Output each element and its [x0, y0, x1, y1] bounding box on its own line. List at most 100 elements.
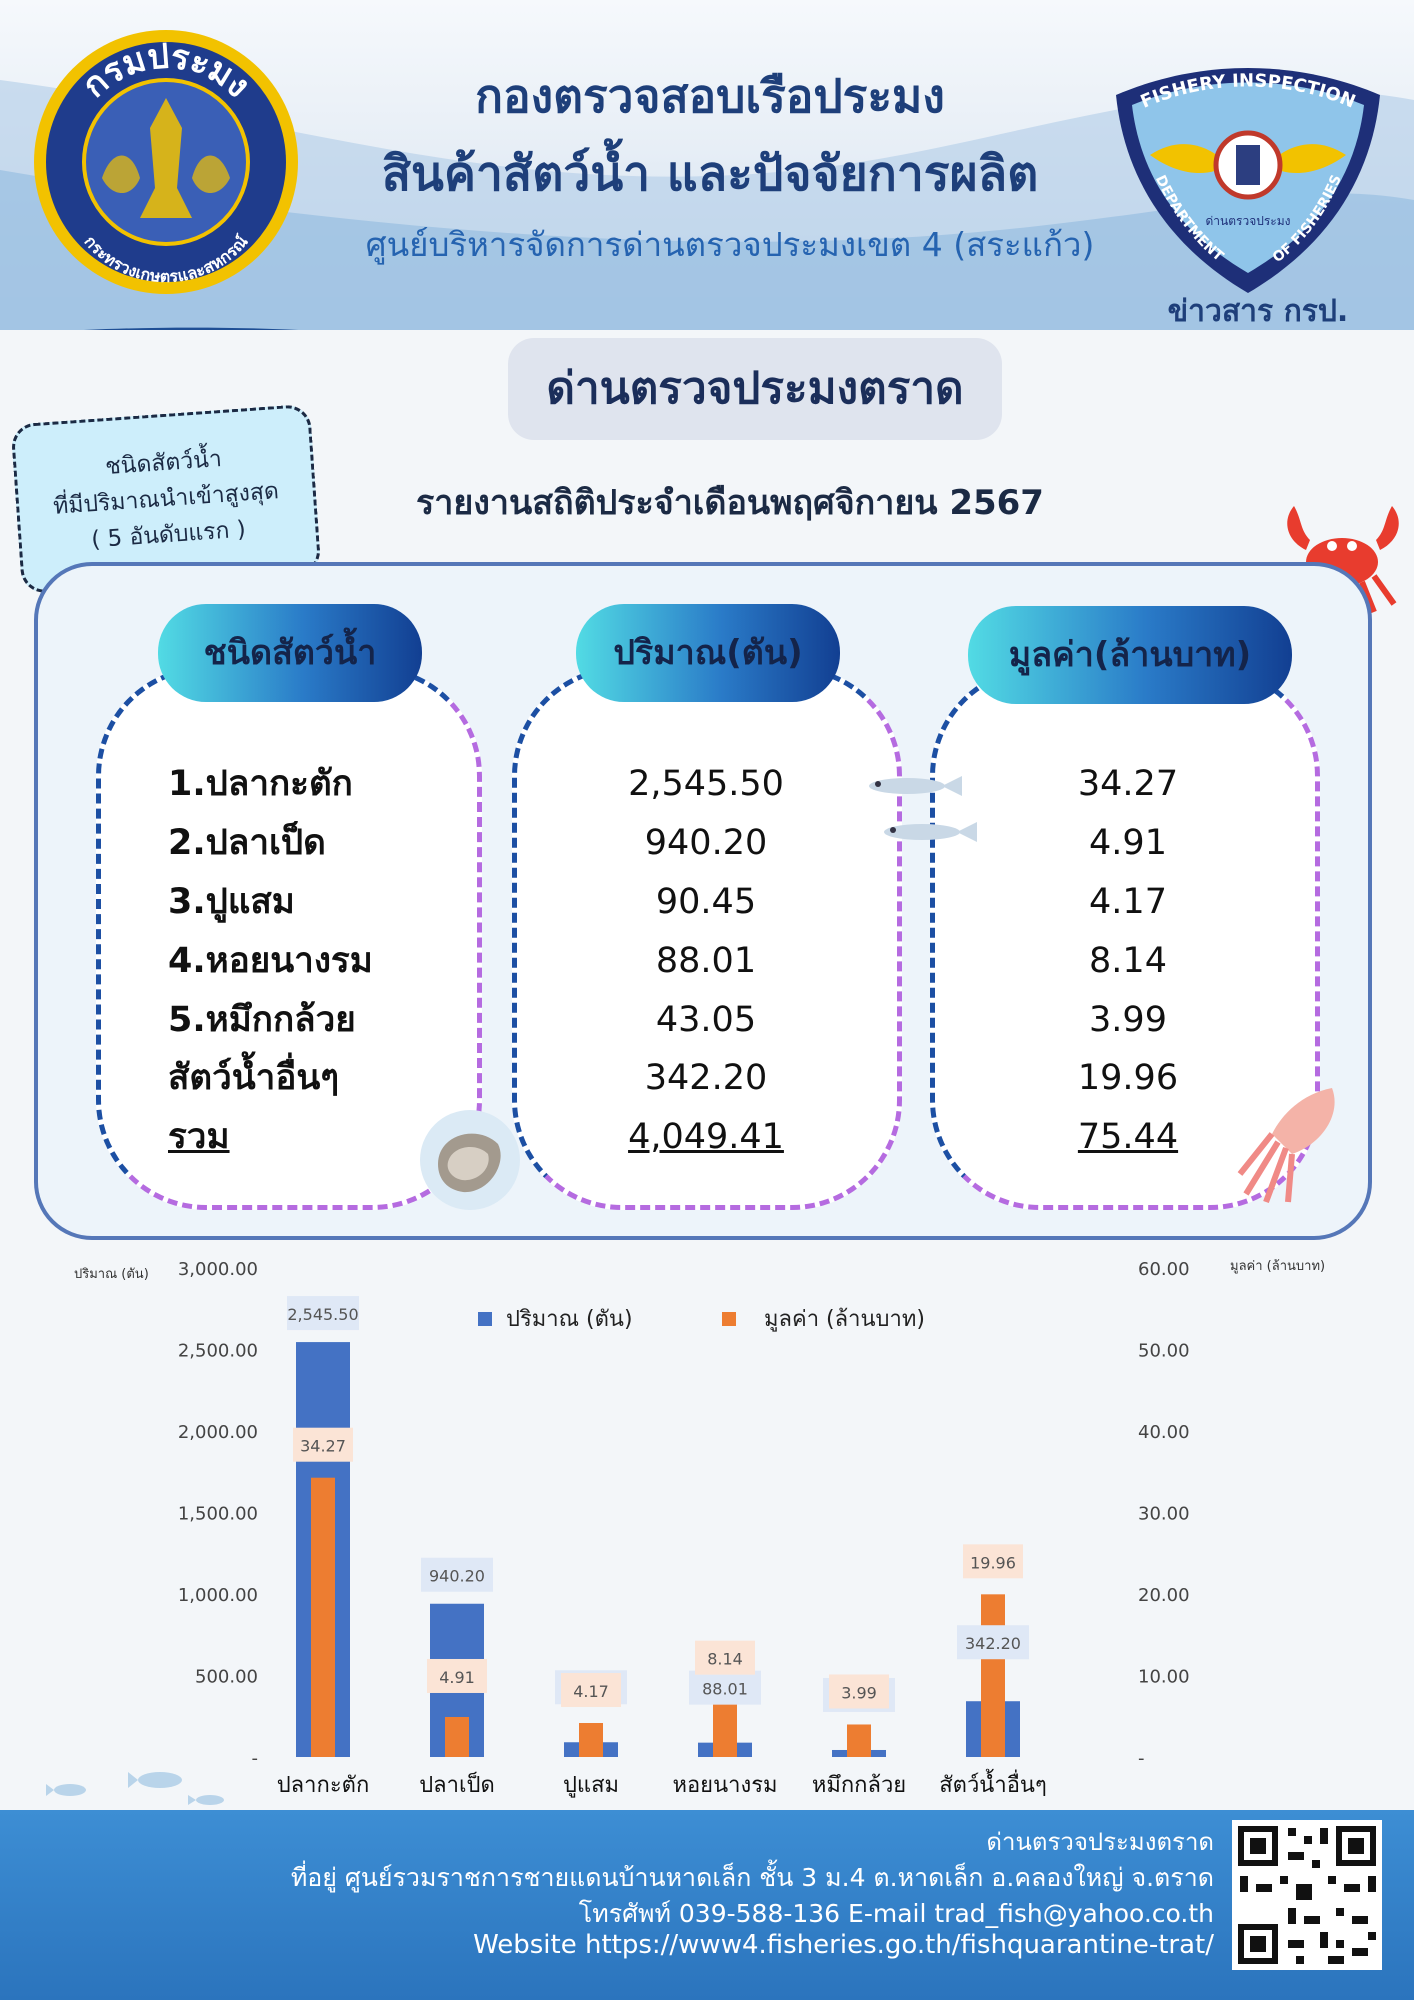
- left-axis-tick-label: 1,000.00: [178, 1585, 258, 1606]
- category-labels: ปลากะตัก ปลาเป็ด ปูแสม หอยนางรม หมึกกล้วย สัต…: [277, 1769, 1047, 1798]
- value-data-label: 8.14: [707, 1650, 743, 1669]
- value-bar: [981, 1594, 1005, 1757]
- species-name-other: สัตว์น้ำอื่นๆ: [168, 1058, 340, 1098]
- report-title: รายงานสถิติประจำเดือนพฤศจิกายน 2567: [416, 483, 1044, 523]
- right-axis-tick-label: 10.00: [1138, 1667, 1190, 1688]
- footer-station-name: ด่านตรวจประมงตราด: [986, 1828, 1214, 1856]
- right-axis-tick-label: 20.00: [1138, 1585, 1190, 1606]
- oyster-icon: [420, 1110, 520, 1210]
- legend-swatch-value: [722, 1312, 736, 1326]
- quantity-value-bar-chart: ปริมาณ (ตัน) มูลค่า (ล้านบาท) - 500.00 1,0…: [74, 1259, 1325, 1798]
- quantity-total: 4,049.41: [628, 1117, 784, 1157]
- left-axis-tick-label: 3,000.00: [178, 1259, 258, 1280]
- footer-address: ที่อยู่ ศูนย์รวมราชการชายแดนบ้านหาดเล็ก …: [290, 1863, 1214, 1892]
- right-axis-tick-label: 60.00: [1138, 1259, 1190, 1280]
- division-subtitle: สินค้าสัตว์น้ำ และปัจจัยการผลิต: [381, 146, 1039, 202]
- quantity-1: 2,545.50: [628, 764, 784, 804]
- value-bar: [847, 1724, 871, 1757]
- legend-label-value: มูลค่า (ล้านบาท): [764, 1307, 925, 1332]
- value-2: 4.91: [1089, 823, 1167, 863]
- footer-website[interactable]: Website https://www4.fisheries.go.th/fis…: [473, 1930, 1214, 1960]
- value-4: 8.14: [1089, 941, 1167, 981]
- legend-label-quantity: ปริมาณ (ตัน): [506, 1307, 633, 1332]
- right-axis-ticks: - 10.00 20.00 30.00 40.00 50.00 60.00: [1138, 1259, 1190, 1769]
- chart-legend: ปริมาณ (ตัน) มูลค่า (ล้านบาท): [478, 1307, 925, 1332]
- category-label: หอยนางรม: [672, 1773, 777, 1798]
- quantity-data-label: 88.01: [702, 1680, 748, 1699]
- category-label: ปลาเป็ด: [419, 1770, 495, 1798]
- header-species: ชนิดสัตว์น้ำ: [158, 604, 422, 702]
- value-data-label: 34.27: [300, 1437, 346, 1456]
- center-name: ศูนย์บริหารจัดการด่านตรวจประมงเขต 4 (สระ…: [365, 225, 1095, 264]
- category-label: สัตว์น้ำอื่นๆ: [939, 1769, 1047, 1798]
- category-label: ปลากะตัก: [277, 1773, 370, 1798]
- category-label: หมึกกล้วย: [812, 1773, 906, 1798]
- value-data-label: 4.91: [439, 1668, 475, 1687]
- header-wave-decoration: [0, 80, 1414, 330]
- left-axis-ticks: - 500.00 1,000.00 1,500.00 2,000.00 2,500.00 3…: [178, 1259, 258, 1769]
- value-bar: [579, 1723, 603, 1757]
- value-5: 3.99: [1089, 1000, 1167, 1040]
- species-column: [96, 666, 482, 1210]
- header-quantity: ปริมาณ(ตัน): [576, 604, 840, 702]
- badge-inner-text: ด่านตรวจประมง: [1205, 214, 1290, 228]
- quantity-2: 940.20: [644, 823, 768, 863]
- species-name-1: 1.ปลากะตัก: [168, 764, 353, 804]
- value-3: 4.17: [1089, 882, 1167, 922]
- quantity-5: 43.05: [655, 1000, 757, 1040]
- right-axis-tick-label: 40.00: [1138, 1422, 1190, 1443]
- value-data-label: 3.99: [841, 1683, 877, 1702]
- left-axis-tick-label: 2,000.00: [178, 1422, 258, 1443]
- left-axis-tick-label: -: [252, 1748, 259, 1769]
- qr-code-icon[interactable]: [1232, 1820, 1382, 1970]
- value-data-label: 4.17: [573, 1682, 609, 1701]
- quantity-column: [512, 666, 902, 1210]
- species-name-5: 5.หมึกกล้วย: [168, 1000, 356, 1040]
- species-name-3: 3.ปูแสม: [168, 882, 295, 922]
- header-value: มูลค่า(ล้านบาท): [968, 606, 1292, 704]
- species-name-2: 2.ปลาเป็ด: [168, 823, 326, 863]
- quantity-data-label: 342.20: [965, 1634, 1021, 1653]
- quantity-3: 90.45: [655, 882, 757, 922]
- quantity-label-bg: [689, 1670, 761, 1705]
- left-axis-tick-label: 500.00: [195, 1667, 258, 1688]
- right-axis-label: มูลค่า (ล้านบาท): [1230, 1259, 1325, 1274]
- division-title: กองตรวจสอบเรือประมง: [475, 69, 945, 123]
- quantity-other: 342.20: [644, 1058, 768, 1098]
- news-label: ข่าวสาร กรป.: [1167, 294, 1349, 329]
- value-other: 19.96: [1077, 1058, 1179, 1098]
- right-axis-tick-label: -: [1138, 1748, 1145, 1769]
- quantity-label-bg: [421, 1557, 493, 1592]
- value-label-bg: [695, 1640, 755, 1675]
- squid-icon: [1237, 1088, 1335, 1204]
- value-label-bg: [963, 1544, 1023, 1579]
- value-label-bg: [427, 1658, 487, 1693]
- value-data-label: 19.96: [970, 1553, 1016, 1572]
- value-total: 75.44: [1077, 1117, 1179, 1157]
- quantity-label-bg: [957, 1625, 1029, 1660]
- quantity-data-label: 940.20: [429, 1567, 485, 1586]
- left-axis-tick-label: 1,500.00: [178, 1504, 258, 1525]
- left-axis-tick-label: 2,500.00: [178, 1341, 258, 1362]
- quantity-data-label: 2,545.50: [287, 1305, 358, 1324]
- right-axis-tick-label: 50.00: [1138, 1341, 1190, 1362]
- chart-bars: 2,545.5034.27940.204.9190.454.1788.018.1…: [287, 1296, 1029, 1757]
- value-bar: [445, 1716, 469, 1757]
- anchovy-fish-icon: [869, 776, 977, 842]
- footer-contact: [0, 1810, 1414, 2000]
- species-name-4: 4.หอยนางรม: [168, 941, 373, 981]
- value-label-bg: [561, 1673, 621, 1708]
- value-label-bg: [829, 1674, 889, 1709]
- department-of-fisheries-seal: กรมประมง กระทรวงเกษตรและสหกรณ์: [34, 30, 298, 294]
- quantity-4: 88.01: [655, 941, 757, 981]
- legend-swatch-quantity: [478, 1312, 492, 1326]
- footer-phone-email[interactable]: โทรศัพท์ 039-588-136 E-mail trad_fish@ya…: [578, 1899, 1214, 1928]
- value-label-bg: [293, 1427, 353, 1462]
- total-label: รวม: [168, 1117, 230, 1157]
- category-label: ปูแสม: [563, 1773, 619, 1798]
- station-title: ด่านตรวจประมงตราด: [508, 338, 1002, 440]
- right-axis-tick-label: 30.00: [1138, 1504, 1190, 1525]
- value-1: 34.27: [1077, 764, 1179, 804]
- fishery-inspection-badge: FISHERY INSPECTION DEPARTMENT OF FISHERI…: [1116, 68, 1380, 293]
- value-bar: [311, 1477, 335, 1757]
